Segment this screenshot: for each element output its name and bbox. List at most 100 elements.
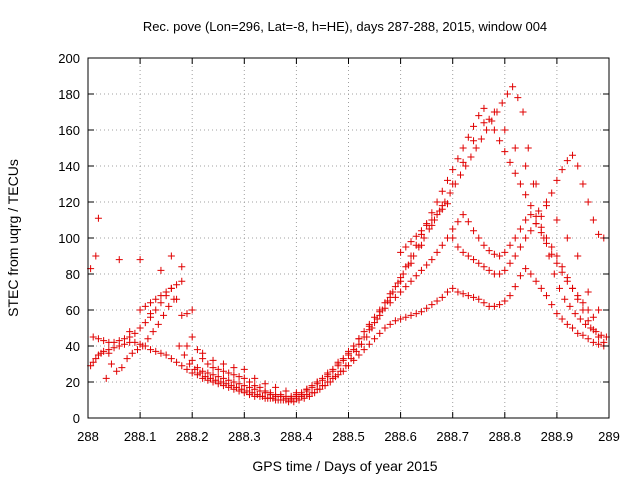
data-point <box>407 238 415 246</box>
data-point <box>147 310 155 318</box>
data-point <box>173 281 181 289</box>
data-point <box>443 176 451 184</box>
data-point <box>574 329 582 337</box>
data-point <box>438 205 446 213</box>
data-point <box>232 383 240 391</box>
y-tick-label: 60 <box>66 303 80 318</box>
data-point <box>368 324 376 332</box>
data-point <box>506 259 514 267</box>
data-point <box>178 362 186 370</box>
data-point <box>545 252 553 260</box>
y-tick-label: 0 <box>73 411 80 426</box>
data-point <box>222 380 230 388</box>
data-point <box>295 396 303 404</box>
data-point <box>204 369 212 377</box>
y-tick-label: 120 <box>58 195 80 210</box>
data-point <box>501 248 509 256</box>
data-point <box>136 324 144 332</box>
data-point <box>316 385 324 393</box>
data-point <box>105 349 113 357</box>
data-point <box>558 166 566 174</box>
data-point <box>272 383 280 391</box>
data-point <box>537 212 545 220</box>
data-point <box>417 266 425 274</box>
y-tick-label: 200 <box>58 51 80 66</box>
data-point <box>381 324 389 332</box>
data-point <box>477 135 485 143</box>
data-point <box>167 252 175 260</box>
data-point <box>326 378 334 386</box>
data-point <box>483 126 491 134</box>
data-point <box>490 126 498 134</box>
data-point <box>459 211 467 219</box>
data-point <box>449 284 457 292</box>
data-point <box>579 306 587 314</box>
data-point <box>506 241 514 249</box>
y-tick-label: 40 <box>66 339 80 354</box>
data-point <box>219 360 227 368</box>
data-point <box>126 328 134 336</box>
data-point <box>89 333 97 341</box>
data-point <box>365 340 373 348</box>
data-point <box>147 346 155 354</box>
data-point <box>287 392 295 400</box>
data-point <box>464 292 472 300</box>
data-point <box>358 340 366 348</box>
data-point <box>542 292 550 300</box>
data-point <box>402 313 410 321</box>
data-point <box>399 270 407 278</box>
data-point <box>191 365 199 373</box>
data-point <box>438 293 446 301</box>
data-point <box>511 144 519 152</box>
data-point <box>470 137 478 145</box>
x-tick-label: 288.7 <box>436 429 469 444</box>
data-point <box>230 364 238 372</box>
data-point <box>397 288 405 296</box>
data-point <box>183 342 191 350</box>
y-tick-label: 100 <box>58 231 80 246</box>
data-point <box>542 202 550 210</box>
data-point <box>443 288 451 296</box>
data-point <box>300 394 308 402</box>
data-point <box>183 365 191 373</box>
data-point <box>152 347 160 355</box>
data-point <box>480 104 488 112</box>
data-point <box>423 304 431 312</box>
data-point <box>360 346 368 354</box>
data-point <box>345 347 352 355</box>
data-point <box>235 373 243 381</box>
data-point <box>425 225 433 233</box>
x-tick-label: 288.8 <box>489 429 522 444</box>
data-point <box>496 301 504 309</box>
data-point <box>433 248 441 256</box>
data-point <box>501 297 509 305</box>
data-point <box>240 365 248 373</box>
data-point <box>410 252 418 260</box>
data-point <box>423 221 431 229</box>
data-point <box>157 299 165 307</box>
data-point <box>417 227 425 235</box>
data-point <box>511 169 519 177</box>
data-point <box>240 382 248 390</box>
data-point <box>589 313 597 321</box>
data-point <box>243 387 251 395</box>
data-point <box>261 387 269 395</box>
data-point <box>433 297 441 305</box>
data-point <box>248 389 256 397</box>
data-point <box>391 283 399 291</box>
data-point <box>152 306 160 314</box>
data-point <box>371 335 379 343</box>
data-point <box>584 198 592 206</box>
data-point <box>571 310 579 318</box>
data-point <box>569 151 577 159</box>
data-point <box>219 374 227 382</box>
data-point <box>214 365 222 373</box>
y-axis-ticks: 0 20 40 60 80 100 120 140 160 180 200 <box>58 51 609 426</box>
x-tick-label: 288.6 <box>384 429 417 444</box>
data-point <box>196 369 204 377</box>
data-point <box>412 310 420 318</box>
data-point <box>162 288 170 296</box>
data-point <box>339 355 347 363</box>
data-point <box>449 225 457 233</box>
data-point <box>131 338 139 346</box>
